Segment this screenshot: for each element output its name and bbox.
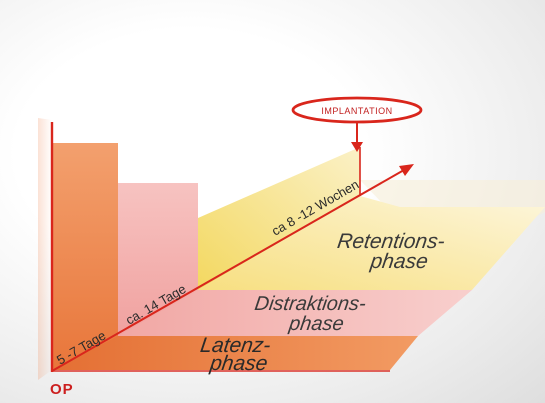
latency-wall-shadow (38, 118, 52, 380)
latency-wall (52, 143, 118, 370)
origin-label: OP (50, 381, 74, 398)
distraction-label-line1: Distraktions- (253, 293, 367, 315)
time-axis-arrowhead (399, 164, 414, 176)
distraction-label-line2: phase (287, 313, 346, 335)
retention-label-line2: phase (368, 250, 429, 273)
time-axis (51, 169, 405, 372)
retention-label-line1: Retentions- (336, 230, 447, 253)
latency-floor (52, 336, 418, 370)
implantation-marker-label: Implantation (321, 106, 392, 116)
retention-wall (198, 147, 360, 290)
distraction-floor (118, 290, 472, 336)
latency-label-line1: Latenz- (199, 334, 272, 357)
distraction-wall (118, 183, 198, 336)
latency-label-line2: phase (208, 352, 269, 375)
implantation-arrow-head (351, 142, 363, 152)
retention-floor (198, 196, 545, 290)
